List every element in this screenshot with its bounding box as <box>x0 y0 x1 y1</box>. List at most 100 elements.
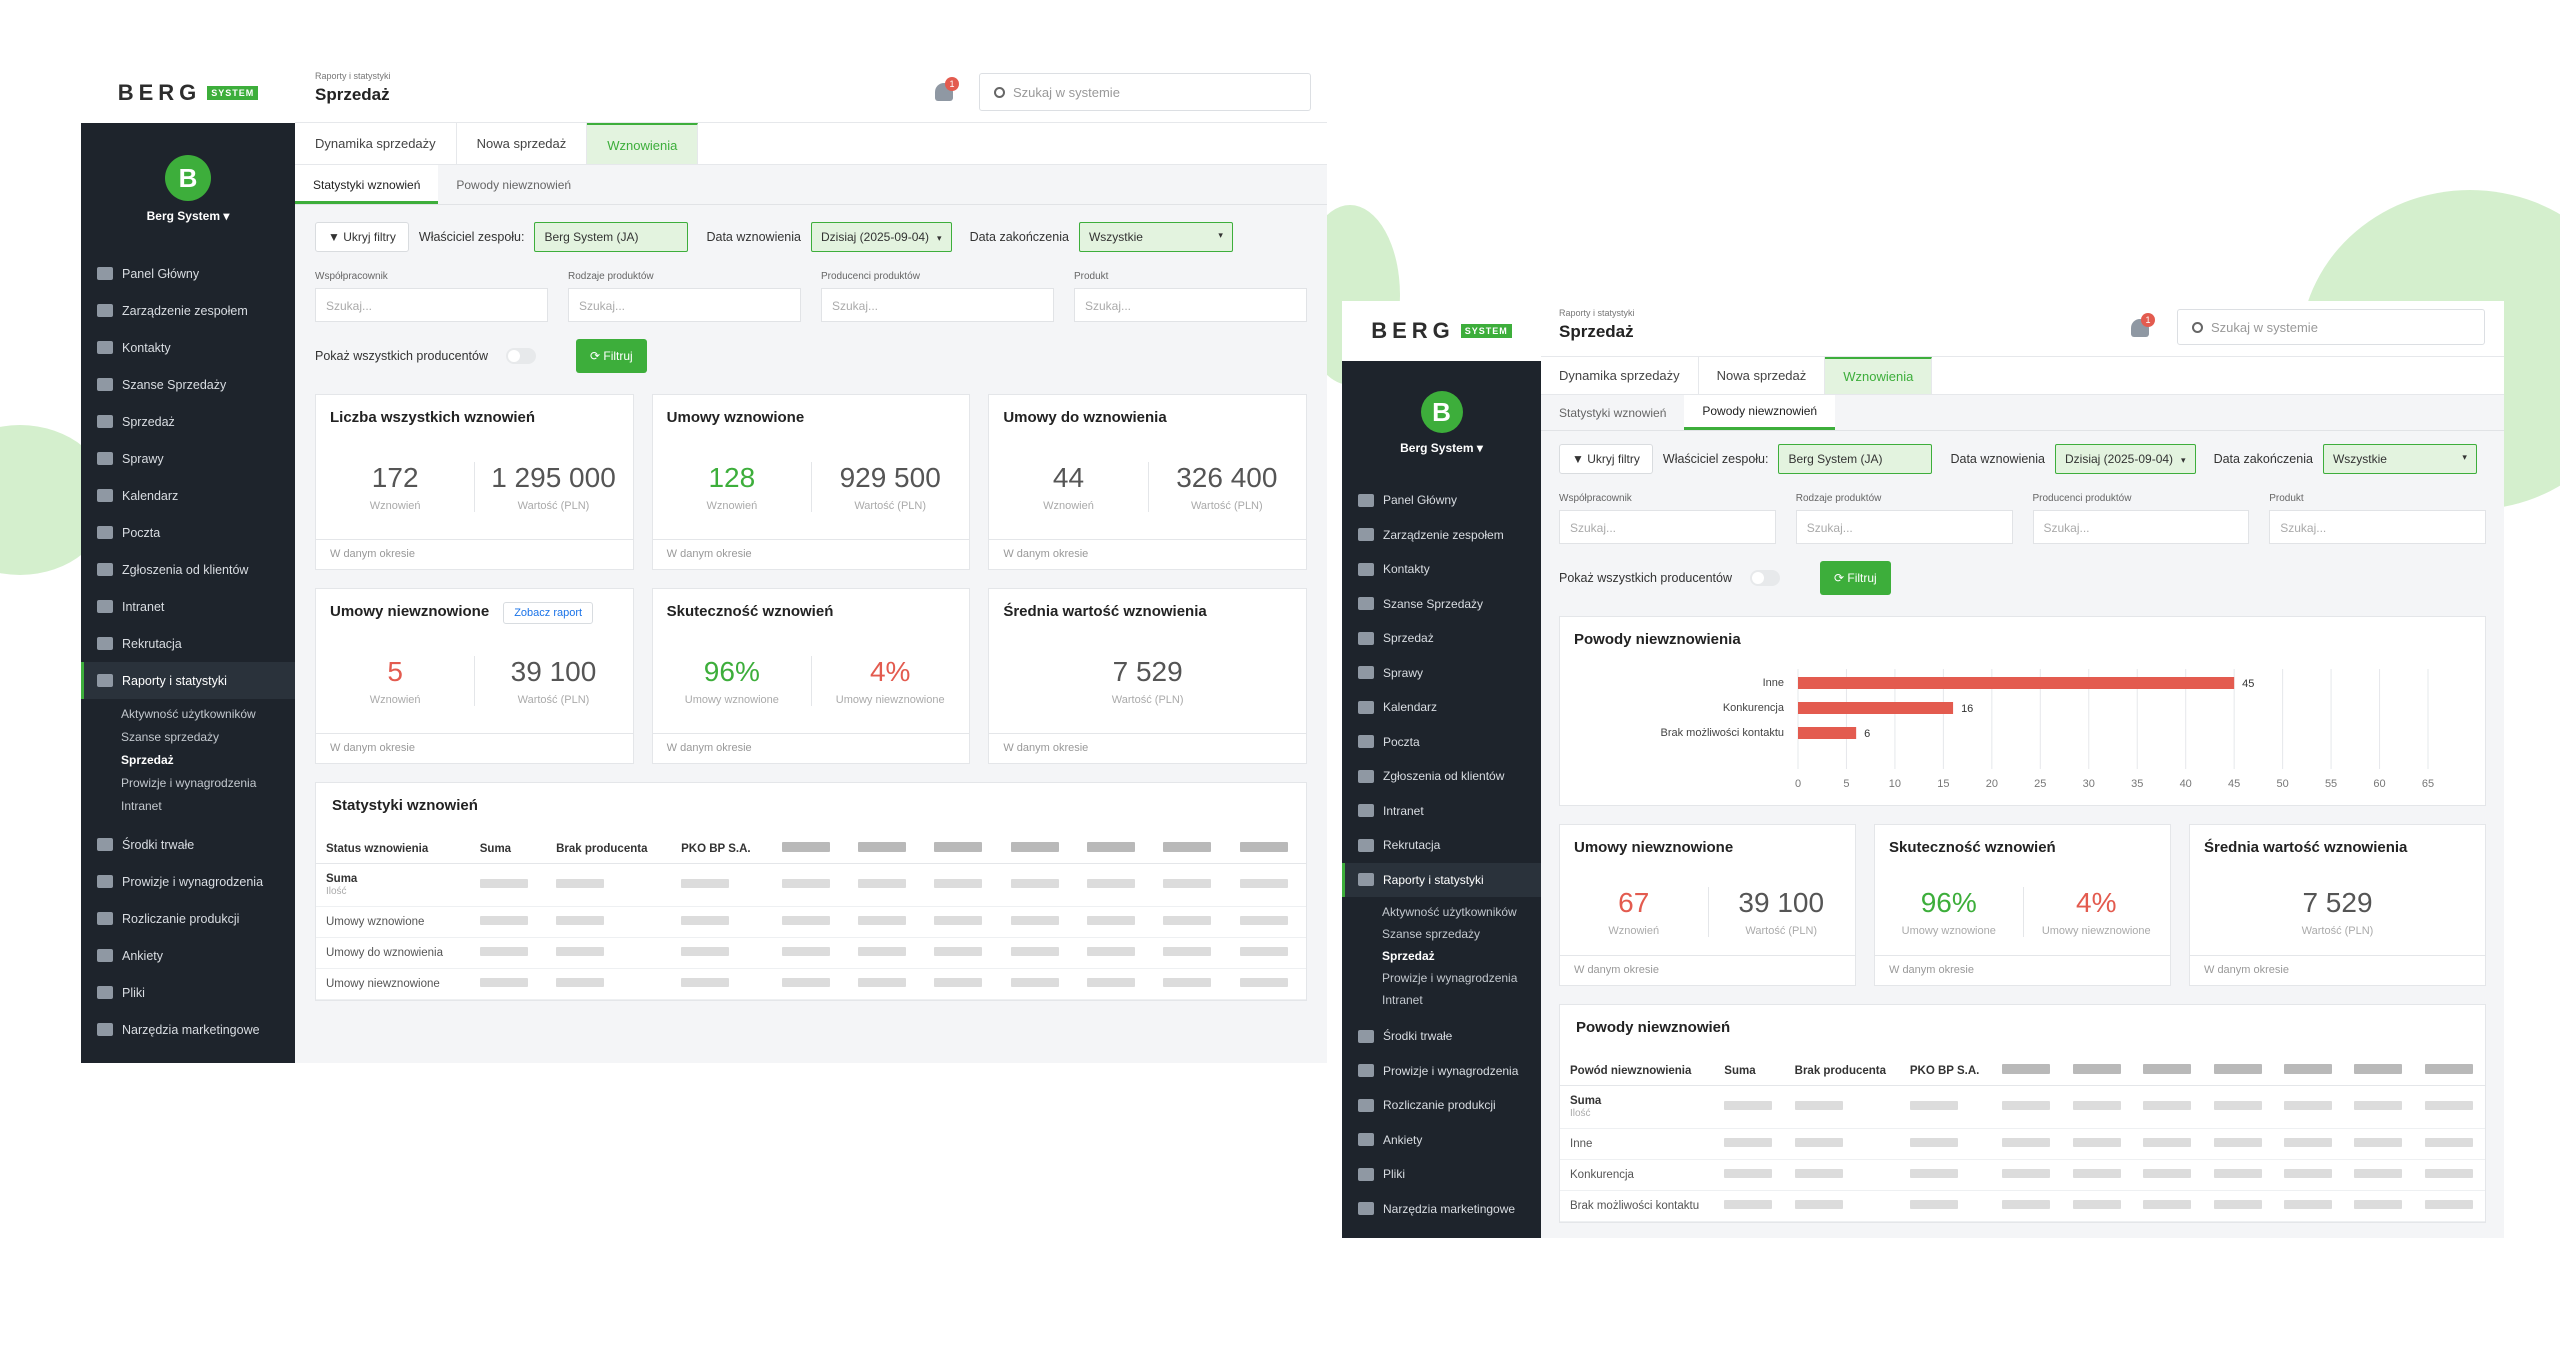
breadcrumb[interactable]: Raporty i statystyki <box>1559 308 1635 318</box>
bar[interactable] <box>1798 702 1954 714</box>
tabs: Dynamika sprzedaży Nowa sprzedaż Wznowie… <box>1541 357 2504 395</box>
nav-item[interactable]: Rozliczanie produkcji <box>81 900 295 937</box>
subtab-statystyki[interactable]: Statystyki wznowień <box>295 165 439 204</box>
breadcrumb[interactable]: Raporty i statystyki <box>315 71 391 81</box>
nav-item[interactable]: Kalendarz <box>81 477 295 514</box>
subnav-item[interactable]: Sprzedaż <box>1382 949 1435 963</box>
nav-item[interactable]: Sprzedaż <box>1342 621 1541 656</box>
nav-item[interactable]: Środki trwałe <box>81 826 295 863</box>
category-label: Inne <box>1763 677 1784 689</box>
filter-input[interactable]: Szukaj... <box>2269 510 2486 544</box>
filter-input[interactable]: Szukaj... <box>2032 510 2250 544</box>
nav-icon <box>1358 804 1374 818</box>
filter-input[interactable]: Szukaj... <box>1074 288 1307 322</box>
nav-item[interactable]: Rekrutacja <box>81 625 295 662</box>
filter-button[interactable]: ⟳ Filtruj <box>1820 561 1891 595</box>
tab-nowa[interactable]: Nowa sprzedaż <box>1699 357 1826 394</box>
nav-item[interactable]: Narzędzia marketingowe <box>1342 1192 1541 1227</box>
filter-input[interactable]: Szukaj... <box>568 288 801 322</box>
owner-select[interactable]: Berg System (JA) <box>1778 444 1933 474</box>
nav-item[interactable]: Środki trwałe <box>1342 1019 1541 1054</box>
nav-item[interactable]: Zgłoszenia od klientów <box>1342 759 1541 794</box>
nav-icon <box>1358 700 1374 714</box>
nav-item[interactable]: Sprawy <box>81 440 295 477</box>
nav-item[interactable]: Intranet <box>81 588 295 625</box>
subnav-item[interactable]: Sprzedaż <box>121 753 174 767</box>
nav-item[interactable]: Kalendarz <box>1342 690 1541 725</box>
end-select[interactable]: Wszystkie ▾ <box>2322 444 2477 474</box>
nav-item[interactable]: Kontakty <box>1342 552 1541 587</box>
nav-item[interactable]: Ankiety <box>81 937 295 974</box>
nav-item[interactable]: Sprzedaż <box>81 403 295 440</box>
nav-item[interactable]: Prowizje i wynagrodzenia <box>1342 1054 1541 1089</box>
bar[interactable] <box>1798 727 1857 739</box>
search-input[interactable]: Szukaj w systemie <box>2177 309 2485 345</box>
nav-item[interactable]: Zgłoszenia od klientów <box>81 551 295 588</box>
tab-wznowienia[interactable]: Wznowienia <box>1825 357 1933 394</box>
nav-icon <box>1358 1202 1374 1216</box>
tab-wznowienia[interactable]: Wznowienia <box>587 123 699 164</box>
subtab-powody[interactable]: Powody niewznowień <box>456 178 572 192</box>
table-row: Inne <box>1560 1128 2485 1160</box>
search-input[interactable]: Szukaj w systemie <box>979 73 1311 111</box>
see-report-button[interactable]: Zobacz raport <box>503 602 594 624</box>
tab-nowa[interactable]: Nowa sprzedaż <box>457 123 588 164</box>
nav-item[interactable]: Raporty i statystyki <box>81 662 295 699</box>
bell-icon[interactable]: 1 <box>2131 313 2155 337</box>
date-select[interactable]: Dzisiaj (2025-09-04) ▾ <box>2054 444 2196 474</box>
subnav-item[interactable]: Szanse sprzedaży <box>1382 927 1481 941</box>
filter-input[interactable]: Szukaj... <box>315 288 548 322</box>
nav-item[interactable]: Panel Główny <box>81 255 295 292</box>
nav-item[interactable]: Prowizje i wynagrodzenia <box>81 863 295 900</box>
subnav-item[interactable]: Aktywność użytkowników <box>121 707 256 721</box>
show-all-toggle[interactable] <box>1750 570 1780 586</box>
nav-item[interactable]: Poczta <box>81 514 295 551</box>
filter-button[interactable]: ⟳ Filtruj <box>576 339 647 373</box>
tab-dynamika[interactable]: Dynamika sprzedaży <box>1541 357 1699 394</box>
avatar[interactable]: B <box>1420 391 1463 433</box>
show-all-toggle[interactable] <box>506 348 536 364</box>
nav-item[interactable]: Pliki <box>81 974 295 1011</box>
nav-icon <box>97 949 113 962</box>
nav-item[interactable]: Sprawy <box>1342 656 1541 691</box>
bell-icon[interactable]: 1 <box>935 77 959 101</box>
nav-item[interactable]: Raporty i statystyki <box>1342 862 1541 897</box>
subnav-item[interactable]: Aktywność użytkowników <box>1382 905 1517 919</box>
nav-item[interactable]: Rozliczanie produkcji <box>1342 1088 1541 1123</box>
logo[interactable]: BERG SYSTEM <box>81 63 295 123</box>
nav-item[interactable]: Intranet <box>1342 794 1541 829</box>
nav-item[interactable]: Ankiety <box>1342 1123 1541 1158</box>
end-select[interactable]: Wszystkie ▾ <box>1078 222 1233 252</box>
nav-item[interactable]: Szanse Sprzedaży <box>1342 587 1541 622</box>
user-menu[interactable]: Berg System ▾ <box>1400 441 1483 455</box>
subnav-item[interactable]: Intranet <box>1382 993 1423 1007</box>
nav-item[interactable]: Kontakty <box>81 329 295 366</box>
x-tick-label: 25 <box>2034 778 2046 790</box>
hide-filters-button[interactable]: ▼ Ukryj filtry <box>1559 444 1653 474</box>
hide-filters-button[interactable]: ▼ Ukryj filtry <box>315 222 409 252</box>
nav-item[interactable]: Pliki <box>1342 1157 1541 1192</box>
date-select[interactable]: Dzisiaj (2025-09-04) ▾ <box>810 222 952 252</box>
subnav-item[interactable]: Prowizje i wynagrodzenia <box>121 776 257 790</box>
logo[interactable]: BERG SYSTEM <box>1342 301 1541 361</box>
subnav-item[interactable]: Szanse sprzedaży <box>121 730 220 744</box>
filter-input[interactable]: Szukaj... <box>821 288 1054 322</box>
subtab-powody[interactable]: Powody niewznowień <box>1684 395 1836 430</box>
nav-item[interactable]: Poczta <box>1342 725 1541 760</box>
filter-input[interactable]: Szukaj... <box>1559 510 1776 544</box>
nav-item[interactable]: Narzędzia marketingowe <box>81 1011 295 1048</box>
user-menu[interactable]: Berg System ▾ <box>146 209 230 223</box>
tab-dynamika[interactable]: Dynamika sprzedaży <box>295 123 457 164</box>
subnav-item[interactable]: Prowizje i wynagrodzenia <box>1382 971 1518 985</box>
nav-item[interactable]: Zarządzenie zespołem <box>1342 518 1541 553</box>
nav-item[interactable]: Szanse Sprzedaży <box>81 366 295 403</box>
nav-item[interactable]: Panel Główny <box>1342 483 1541 518</box>
bar[interactable] <box>1798 677 2235 689</box>
avatar[interactable]: B <box>165 155 211 201</box>
nav-item[interactable]: Rekrutacja <box>1342 828 1541 863</box>
subnav-item[interactable]: Intranet <box>121 799 162 813</box>
nav-item[interactable]: Zarządzenie zespołem <box>81 292 295 329</box>
owner-select[interactable]: Berg System (JA) <box>534 222 689 252</box>
filter-input[interactable]: Szukaj... <box>1795 510 2013 544</box>
subtab-statystyki[interactable]: Statystyki wznowień <box>1559 406 1667 420</box>
